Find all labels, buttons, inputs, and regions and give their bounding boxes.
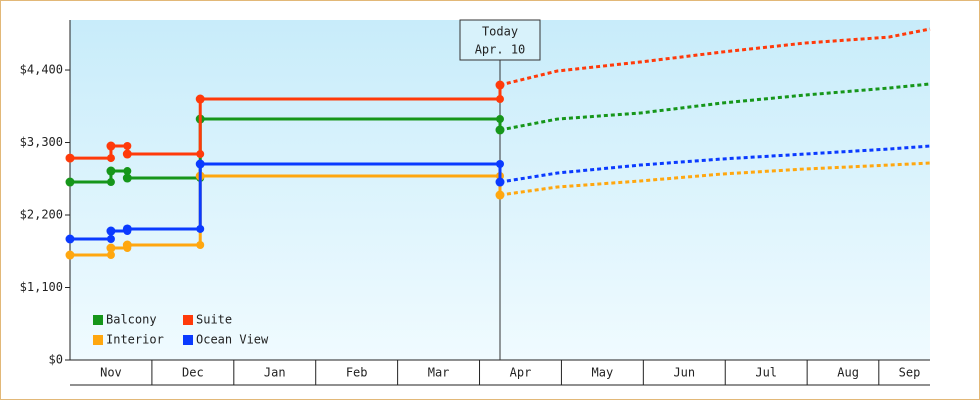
legend-label: Ocean View bbox=[196, 333, 269, 347]
x-tick-label: Feb bbox=[346, 366, 368, 380]
forecast-line bbox=[499, 161, 931, 197]
x-tick-label: Sep bbox=[899, 366, 921, 380]
legend-swatch bbox=[93, 335, 103, 345]
point-marker bbox=[106, 141, 116, 151]
y-tick-label: $3,300 bbox=[20, 135, 63, 149]
point-marker bbox=[495, 190, 505, 200]
x-tick-label: Mar bbox=[428, 366, 450, 380]
corner-marker bbox=[123, 142, 132, 151]
x-tick-label: Aug bbox=[837, 366, 859, 380]
y-tick-label: $0 bbox=[49, 353, 63, 367]
today-label: Apr. 10 bbox=[475, 43, 526, 57]
today-box bbox=[459, 19, 541, 61]
y-tick-label: $2,200 bbox=[20, 208, 63, 222]
corner-marker bbox=[196, 240, 205, 249]
point-marker bbox=[65, 177, 75, 187]
corner-marker bbox=[106, 178, 115, 187]
y-tick-label: $4,400 bbox=[20, 63, 63, 77]
legend-label: Interior bbox=[106, 333, 164, 347]
legend-swatch bbox=[183, 335, 193, 345]
corner-marker bbox=[123, 167, 132, 176]
legend-swatch bbox=[183, 315, 193, 325]
corner-marker bbox=[106, 154, 115, 163]
point-marker bbox=[65, 250, 75, 260]
x-tick-label: Dec bbox=[182, 366, 204, 380]
corner-marker bbox=[106, 234, 115, 243]
corner-marker bbox=[496, 115, 504, 124]
corner-marker bbox=[196, 150, 205, 159]
x-tick-label: Apr bbox=[510, 366, 532, 380]
y-tick-label: $1,100 bbox=[20, 280, 63, 294]
point-marker bbox=[65, 234, 75, 244]
point-marker bbox=[106, 166, 116, 176]
x-tick-label: Nov bbox=[100, 366, 122, 380]
x-tick-label: Jan bbox=[264, 366, 286, 380]
corner-marker bbox=[496, 95, 504, 104]
point-marker bbox=[122, 224, 132, 234]
legend-label: Suite bbox=[196, 313, 232, 327]
point-marker bbox=[65, 153, 75, 163]
legend-label: Balcony bbox=[106, 313, 157, 327]
point-marker bbox=[195, 94, 205, 104]
point-marker bbox=[122, 240, 132, 250]
forecast-line bbox=[499, 82, 931, 132]
point-marker bbox=[106, 226, 116, 236]
point-marker bbox=[106, 243, 116, 253]
corner-marker bbox=[196, 224, 205, 233]
point-marker bbox=[195, 159, 205, 169]
corner-marker bbox=[496, 160, 504, 169]
point-marker bbox=[122, 173, 132, 183]
legend-swatch bbox=[93, 315, 103, 325]
point-marker bbox=[495, 125, 505, 135]
x-tick-label: Jun bbox=[673, 366, 695, 380]
x-tick-label: Jul bbox=[755, 366, 777, 380]
point-marker bbox=[495, 177, 505, 187]
corner-marker bbox=[106, 251, 115, 260]
point-marker bbox=[495, 80, 505, 90]
x-tick-label: May bbox=[592, 366, 614, 380]
point-marker bbox=[122, 149, 132, 159]
forecast-line bbox=[499, 144, 931, 184]
forecast-line bbox=[499, 27, 931, 87]
today-label: Today bbox=[482, 25, 518, 39]
